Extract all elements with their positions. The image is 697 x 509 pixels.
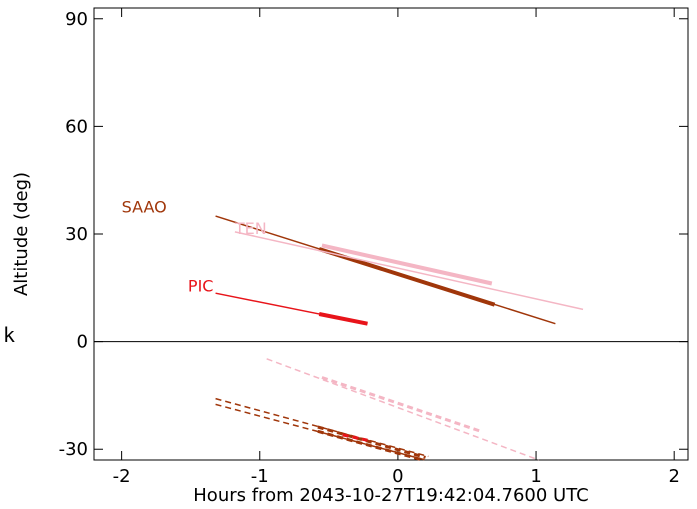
ten-dashed-line	[266, 358, 540, 461]
y-axis-title: Altitude (deg)	[11, 172, 32, 296]
saao-night-segment	[318, 247, 496, 307]
saao-dashed-bold-segment	[317, 429, 424, 462]
plot-frame	[93, 7, 689, 461]
series-pic: PIC	[188, 276, 368, 442]
ten-night-segment	[321, 243, 493, 286]
ten-dashed-bold-segment	[321, 376, 482, 433]
y-tick-label: 90	[65, 9, 88, 30]
y-tick-label: 60	[65, 116, 88, 137]
y-tick-label: 0	[77, 332, 88, 353]
pic-night-segment	[318, 312, 368, 326]
x-tick-label: -1	[251, 466, 269, 487]
x-tick-label: 2	[668, 466, 679, 487]
pic-dashed-bold-segment	[342, 433, 368, 442]
pic-site-label: PIC	[188, 276, 214, 295]
stray-k-label: k	[3, 323, 15, 347]
x-axis-title: Hours from 2043-10-27T19:42:04.7600 UTC	[193, 485, 588, 506]
saao-site-label: SAAO	[122, 197, 167, 216]
y-axis-ticks: -30 0 30 60 90	[59, 9, 688, 460]
x-axis-ticks: -2 -1 0 1 2	[113, 8, 680, 487]
x-tick-label: 1	[530, 466, 541, 487]
series-saao: SAAO	[122, 197, 556, 462]
x-tick-label: 0	[392, 466, 403, 487]
y-tick-label: 30	[65, 224, 88, 245]
series-layer: SAAO TEN PIC	[122, 197, 584, 462]
saao-dashed-bold-segment	[317, 425, 426, 459]
ten-site-label: TEN	[234, 219, 267, 238]
y-tick-label: -30	[59, 439, 88, 460]
ten-altitude-line	[234, 231, 584, 311]
series-ten: TEN	[234, 219, 584, 461]
x-tick-label: -2	[113, 466, 131, 487]
